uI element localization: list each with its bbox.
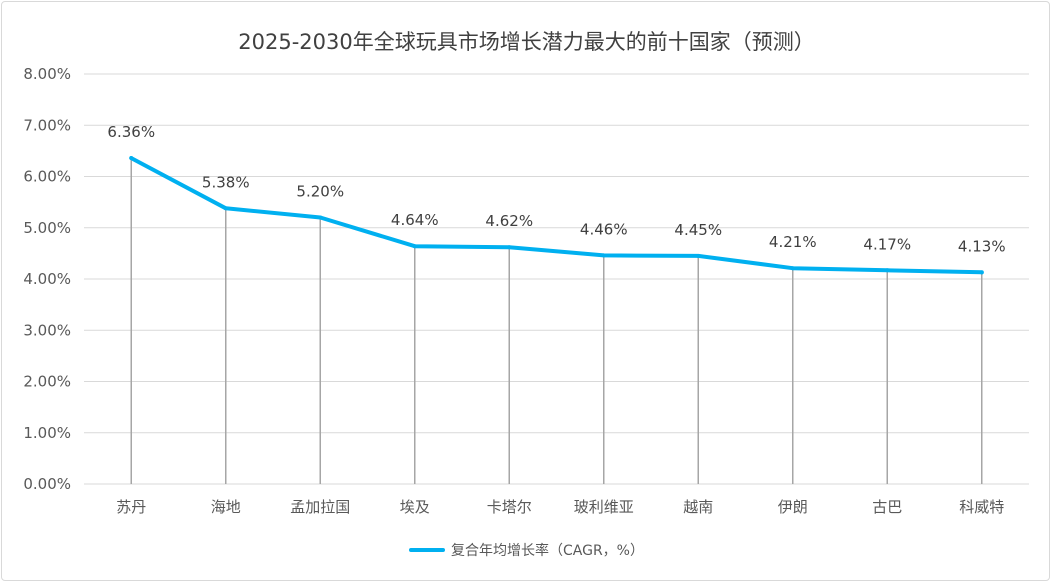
y-tick-label: 4.00% [23, 270, 71, 288]
y-tick-label: 6.00% [23, 168, 71, 186]
y-axis-ticks: 0.00% 1.00% 2.00% 3.00% 4.00% 5.00% 6.00% 7.00%… [23, 65, 71, 493]
y-tick-label: 2.00% [23, 373, 71, 391]
x-tick-label: 海地 [211, 498, 241, 516]
x-tick-label: 伊朗 [778, 498, 808, 516]
legend-swatch [409, 548, 445, 552]
data-label: 4.62% [485, 212, 533, 230]
data-label: 6.36% [107, 123, 155, 141]
x-tick-label: 越南 [683, 498, 713, 516]
y-tick-label: 5.00% [23, 219, 71, 237]
data-point [696, 253, 701, 258]
data-point [601, 253, 606, 258]
y-tick-label: 3.00% [23, 321, 71, 339]
data-point [412, 244, 417, 249]
data-label: 4.13% [958, 237, 1006, 255]
drop-lines [130, 158, 983, 484]
data-label: 4.21% [769, 233, 817, 251]
x-tick-label: 埃及 [400, 498, 430, 516]
data-point [223, 206, 228, 211]
y-tick-label: 8.00% [23, 65, 71, 83]
data-point [507, 245, 512, 250]
data-point [790, 266, 795, 271]
x-tick-label: 卡塔尔 [487, 498, 532, 516]
x-tick-label: 苏丹 [116, 498, 146, 516]
data-label: 4.64% [391, 211, 439, 229]
x-tick-label: 古巴 [872, 498, 902, 516]
data-label: 4.45% [674, 221, 722, 239]
series-line-layer [129, 156, 984, 275]
legend: 复合年均增长率（CAGR，%） [0, 540, 1053, 560]
data-label: 5.20% [296, 183, 344, 201]
y-tick-label: 1.00% [23, 424, 71, 442]
data-label: 4.46% [580, 220, 628, 238]
data-labels: 6.36% 5.38% 5.20% 4.64% 4.62% 4.46% 4.45% 4.21%… [107, 123, 1005, 255]
data-point [318, 215, 323, 220]
data-label: 4.17% [863, 235, 911, 253]
series-line [129, 156, 984, 275]
y-tick-label: 0.00% [23, 475, 71, 493]
x-tick-label: 孟加拉国 [290, 498, 350, 516]
data-point [979, 270, 984, 275]
data-label: 5.38% [202, 173, 250, 191]
x-tick-label: 玻利维亚 [574, 498, 634, 516]
chart-title: 2025-2030年全球玩具市场增长潜力最大的前十国家（预测） [238, 30, 815, 54]
data-point [129, 156, 134, 161]
data-point [885, 268, 890, 273]
x-tick-label: 科威特 [959, 498, 1004, 516]
x-axis-ticks: 苏丹 海地 孟加拉国 埃及 卡塔尔 玻利维亚 越南 伊朗 古巴 科威特 [116, 498, 1004, 516]
legend-label: 复合年均增长率（CAGR，%） [451, 543, 644, 559]
y-tick-label: 7.00% [23, 116, 71, 134]
gridlines [84, 73, 1029, 485]
